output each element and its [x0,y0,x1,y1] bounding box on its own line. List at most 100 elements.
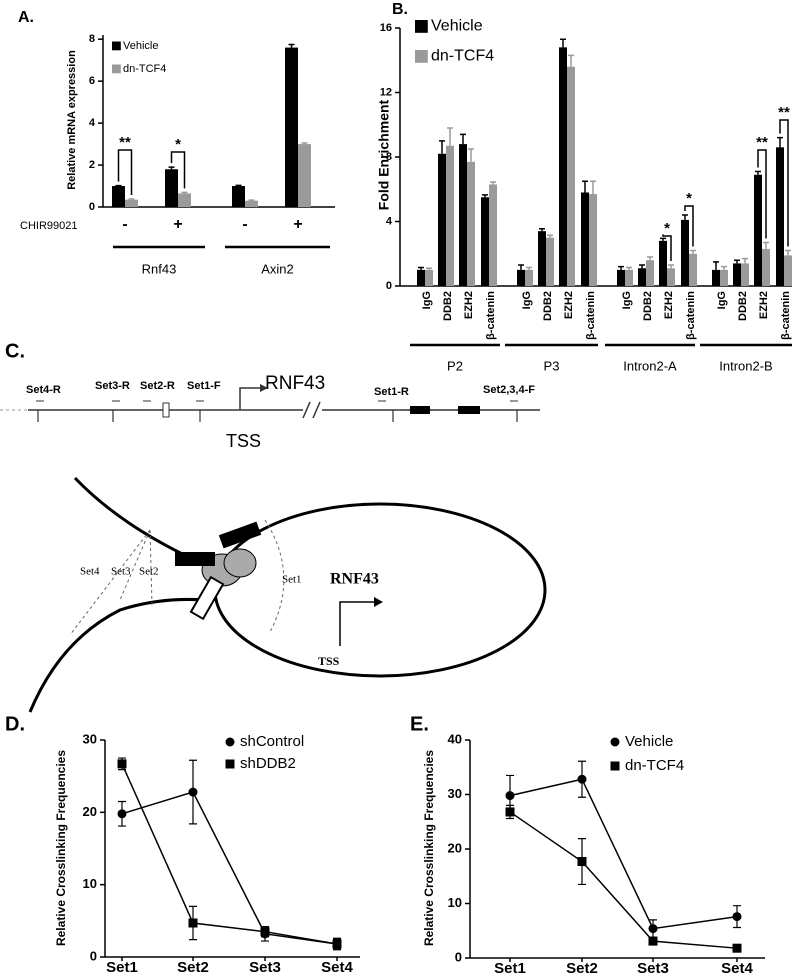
site-box [189,575,225,621]
error-bar [439,140,445,154]
panel-label: C. [5,340,25,362]
error-bar [468,148,474,162]
significance-bracket [117,149,133,196]
bar [754,174,762,286]
exon [410,406,430,414]
panel-label: A. [18,9,34,26]
x-tick-label: Set2 [566,960,598,976]
tss-arrowhead [260,384,268,392]
y-axis-title: Relative Crosslinking Frequencies [422,750,436,946]
x-tick-label: EZH2 [463,291,475,319]
y-tick-label: 20 [448,840,462,855]
group-label: P2 [447,358,463,373]
error-bar [418,266,424,270]
panel-label: B. [392,1,408,18]
x-tick-label: Set4 [721,960,753,976]
line [121,763,338,945]
x-tick-label: Set2 [177,959,209,976]
error-bar [235,184,242,187]
set-label: Set1 [282,574,302,586]
significance-label: * [175,136,181,153]
bar [438,153,446,286]
bar [776,147,784,286]
marker [505,791,515,801]
primer-label: Set1-F [187,380,221,392]
exon [458,406,480,414]
error-bar [590,180,596,195]
error-bar [618,265,624,270]
bar [459,144,467,286]
panel-label: D. [5,713,25,735]
error-bar [128,198,135,200]
marker [732,912,742,922]
error-bar [288,43,295,48]
set-label: Set4 [80,566,100,578]
bar [762,248,770,286]
x-tick-label: DDB2 [542,291,554,321]
bar [125,199,138,207]
bar [784,255,792,286]
bar [112,186,125,207]
primer-label: Set1-R [374,386,409,398]
error-bar [626,266,632,270]
bar [285,47,298,208]
x-tick-label: β-catenin [585,291,597,340]
x-tick-label: - [122,216,127,233]
marker [577,774,587,784]
diagram: C. RNF43 TSS Set4-R Set3-R Set2-R Set1-F… [0,340,547,713]
x-tick-label: IgG [716,291,728,309]
bar [625,269,633,286]
loop-tss-label: TSS [318,654,340,668]
x-tick-label: DDB2 [442,291,454,321]
line [509,811,738,949]
bar [467,161,475,286]
error-bar [482,194,488,198]
significance-label: * [686,190,692,207]
significance-bracket [684,205,694,247]
y-tick-label: 8 [89,33,95,45]
marker [577,857,587,867]
significance-bracket [662,234,672,262]
x-tick-label: DDB2 [737,291,749,321]
significance-bracket [779,119,789,247]
error-bar [660,237,666,241]
bar [481,197,489,286]
marker [505,807,515,817]
bar [689,253,697,286]
y-tick-label: 4 [386,215,393,227]
group-label: Axin2 [261,261,294,276]
x-tick-label: Set3 [249,959,281,976]
y-tick-label: 2 [89,159,95,171]
tss-arrowhead [374,597,383,607]
legend-label: shControl [240,733,304,750]
x-tick-label: β-catenin [485,291,497,340]
error-bar [777,136,783,148]
x-tick-label: β-catenin [780,291,792,340]
marker [648,924,658,934]
bar [617,269,625,286]
significance-label: * [664,220,670,237]
tss-arrow [339,601,376,646]
x-tick-label: EZH2 [663,291,675,319]
bar [581,192,589,286]
bar [712,269,720,286]
y-axis-title: Relative Crosslinking Frequencies [54,750,68,946]
y-tick-label: 16 [380,22,392,34]
bar [638,268,646,286]
x-tick-label: Set1 [494,960,526,976]
error-bar [755,170,761,175]
x-tick-label: Set1 [106,959,138,976]
group-label: P3 [544,358,560,373]
gene-label: RNF43 [265,373,325,394]
error-bar [447,127,453,146]
marker [260,927,270,937]
bar [525,269,533,286]
x-tick-label: IgG [521,291,533,309]
significance-bracket [757,149,767,239]
error-bar [181,191,188,194]
marker [732,943,742,953]
error-bar [668,264,674,269]
panel-label: E. [410,713,429,735]
line [121,791,338,945]
